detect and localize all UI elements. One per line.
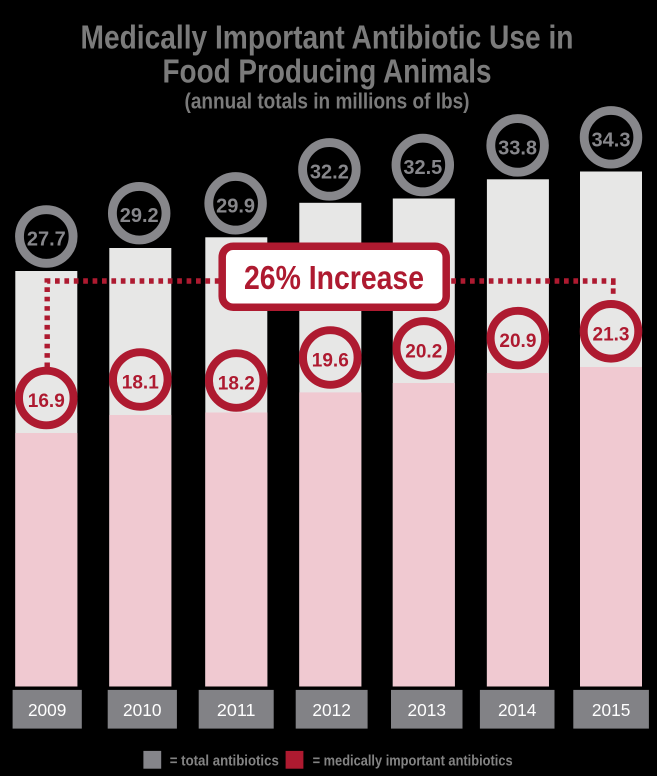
svg-text:= medically important antibiot: = medically important antibiotics (313, 752, 513, 769)
svg-text:32.2: 32.2 (310, 161, 349, 183)
svg-text:2015: 2015 (592, 700, 631, 720)
svg-text:2009: 2009 (28, 700, 67, 720)
svg-text:29.9: 29.9 (216, 195, 255, 217)
svg-text:34.3: 34.3 (592, 129, 631, 151)
svg-text:2010: 2010 (123, 700, 162, 720)
svg-text:32.5: 32.5 (403, 157, 442, 179)
svg-text:33.8: 33.8 (498, 137, 537, 159)
svg-text:= total antibiotics: = total antibiotics (170, 752, 279, 769)
svg-text:18.2: 18.2 (218, 374, 255, 395)
svg-text:29.2: 29.2 (120, 205, 159, 227)
svg-text:2013: 2013 (408, 700, 447, 720)
svg-text:18.1: 18.1 (122, 373, 159, 394)
svg-text:Medically Important Antibiotic: Medically Important Antibiotic Use in (81, 19, 574, 56)
svg-text:21.3: 21.3 (593, 324, 630, 345)
svg-text:16.9: 16.9 (28, 391, 65, 412)
svg-text:26% Increase: 26% Increase (244, 259, 424, 296)
svg-text:20.9: 20.9 (499, 331, 536, 352)
svg-text:2014: 2014 (498, 700, 537, 720)
svg-text:19.6: 19.6 (312, 351, 349, 372)
svg-text:2012: 2012 (312, 700, 351, 720)
svg-text:20.2: 20.2 (405, 341, 442, 362)
svg-text:27.7: 27.7 (27, 229, 66, 251)
svg-text:2011: 2011 (217, 700, 256, 720)
svg-text:Food Producing Animals: Food Producing Animals (163, 52, 492, 89)
svg-text:(annual totals in millions of: (annual totals in millions of lbs) (185, 89, 470, 114)
